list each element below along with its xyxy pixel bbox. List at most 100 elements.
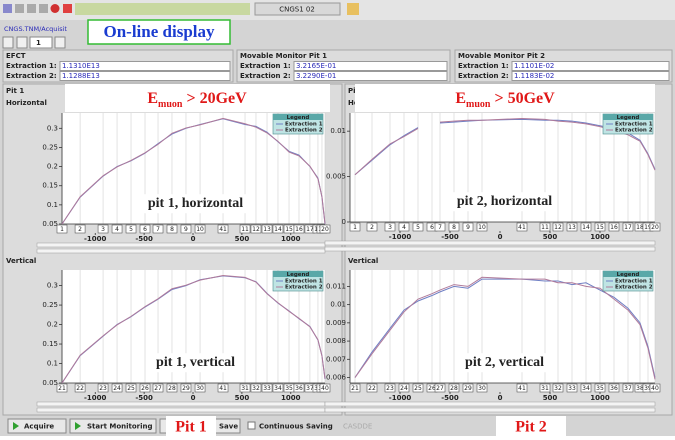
x-tick-label: -1000 bbox=[84, 235, 107, 243]
y-tick-label: 0.008 bbox=[326, 337, 346, 345]
tool-icon[interactable] bbox=[27, 4, 36, 13]
channel-label: 15 bbox=[285, 226, 293, 233]
channel-label: 28 bbox=[450, 385, 458, 392]
channel-box bbox=[608, 222, 620, 232]
channel-label: 34 bbox=[582, 385, 590, 392]
y-tick-label: 0.01 bbox=[330, 127, 346, 135]
channel-box bbox=[97, 383, 109, 393]
channel-label: 25 bbox=[414, 385, 422, 392]
value-field bbox=[59, 61, 231, 71]
legend-label: Extraction 1 bbox=[615, 279, 653, 285]
channel-box bbox=[111, 224, 123, 234]
button[interactable] bbox=[54, 36, 66, 49]
channel-label: 24 bbox=[113, 385, 121, 392]
channel-box bbox=[139, 383, 151, 393]
channel-box bbox=[111, 383, 123, 393]
tab[interactable] bbox=[254, 2, 341, 16]
channel-label: 23 bbox=[386, 385, 394, 392]
channel-box bbox=[125, 383, 137, 393]
button[interactable] bbox=[7, 418, 67, 434]
x-tick-label: 1000 bbox=[590, 394, 610, 402]
legend-header bbox=[273, 271, 323, 277]
channel-label: 31 bbox=[541, 385, 549, 392]
checkbox[interactable] bbox=[247, 421, 256, 430]
y-tick-label: 0.05 bbox=[42, 379, 58, 387]
energy-symbol: E bbox=[455, 90, 466, 107]
page-selector[interactable] bbox=[29, 36, 53, 49]
channel-label: 19 bbox=[644, 224, 652, 231]
value-field bbox=[293, 71, 448, 81]
x-tick-label: 1000 bbox=[281, 394, 301, 402]
x-tick-label: 0 bbox=[498, 233, 503, 241]
button[interactable] bbox=[2, 36, 14, 49]
y-tick-label: 0.05 bbox=[42, 220, 58, 228]
x-tick-label: 500 bbox=[543, 233, 558, 241]
slider bbox=[36, 248, 326, 254]
channel-box bbox=[349, 222, 361, 232]
y-tick-label: 0.25 bbox=[42, 143, 58, 151]
y-tick-label: 0.1 bbox=[47, 201, 58, 209]
y-tick-label: 0.3 bbox=[47, 282, 58, 290]
channel-box bbox=[319, 224, 331, 234]
channel-box bbox=[476, 222, 488, 232]
legend-header bbox=[273, 114, 323, 120]
channel-label: 41 bbox=[219, 226, 227, 233]
button[interactable] bbox=[16, 36, 28, 49]
channel-label: 33 bbox=[568, 385, 576, 392]
channel-label: 21 bbox=[351, 385, 359, 392]
row-label: Extraction 2: bbox=[6, 72, 57, 80]
tool-icon[interactable] bbox=[3, 4, 12, 13]
channel-box bbox=[462, 222, 474, 232]
energy-symbol: E bbox=[147, 90, 158, 107]
add-icon[interactable] bbox=[63, 4, 72, 13]
y-tick-label: 0.005 bbox=[326, 173, 346, 181]
channel-box bbox=[97, 224, 109, 234]
folder-icon[interactable] bbox=[347, 3, 359, 15]
channel-box bbox=[434, 222, 446, 232]
channel-box bbox=[250, 224, 262, 234]
channel-box bbox=[608, 383, 620, 393]
channel-label: 10 bbox=[478, 224, 486, 231]
legend-label: Extraction 1 bbox=[285, 279, 323, 285]
pit-caption: Pit 1 bbox=[175, 419, 207, 436]
slider bbox=[324, 401, 656, 407]
annotation-box bbox=[451, 192, 558, 212]
x-tick-label: 500 bbox=[543, 394, 558, 402]
channel-box bbox=[319, 383, 331, 393]
channel-box bbox=[622, 383, 634, 393]
channel-box bbox=[462, 383, 474, 393]
channel-box bbox=[516, 383, 528, 393]
stop-icon[interactable] bbox=[50, 4, 60, 13]
button[interactable] bbox=[69, 418, 157, 434]
channel-box bbox=[152, 224, 164, 234]
slider bbox=[324, 407, 656, 413]
channel-label: 39 bbox=[644, 385, 652, 392]
x-tick-label: -1000 bbox=[389, 394, 412, 402]
channel-label: 38 bbox=[636, 385, 644, 392]
tool-icon[interactable] bbox=[15, 4, 24, 13]
channel-label: 8 bbox=[452, 224, 456, 231]
energy-label: Emuon > 50GeV bbox=[455, 90, 555, 110]
value-field bbox=[511, 61, 670, 71]
channel-label: 4 bbox=[115, 226, 119, 233]
channel-box bbox=[366, 222, 378, 232]
x-tick-label: 500 bbox=[235, 235, 250, 243]
channel-label: 28 bbox=[168, 385, 176, 392]
y-tick-label: 0.009 bbox=[326, 319, 346, 327]
label-box bbox=[65, 84, 330, 112]
channel-label: 4 bbox=[402, 224, 406, 231]
series-line bbox=[354, 276, 656, 380]
tab-label: CNGS1 02 bbox=[279, 6, 315, 14]
label-box bbox=[355, 84, 655, 112]
channel-box bbox=[250, 383, 262, 393]
channel-label: 22 bbox=[368, 385, 376, 392]
channel-label: 11 bbox=[241, 226, 249, 233]
channel-box bbox=[272, 224, 284, 234]
checkbox-label: Continuous Saving bbox=[259, 423, 333, 431]
channel-box bbox=[398, 383, 410, 393]
row-label: Extraction 2: bbox=[458, 72, 509, 80]
channel-box bbox=[239, 224, 251, 234]
value-text: 1.1183E-02 bbox=[514, 72, 554, 80]
tool-icon[interactable] bbox=[39, 4, 48, 13]
channel-label: 29 bbox=[182, 385, 190, 392]
